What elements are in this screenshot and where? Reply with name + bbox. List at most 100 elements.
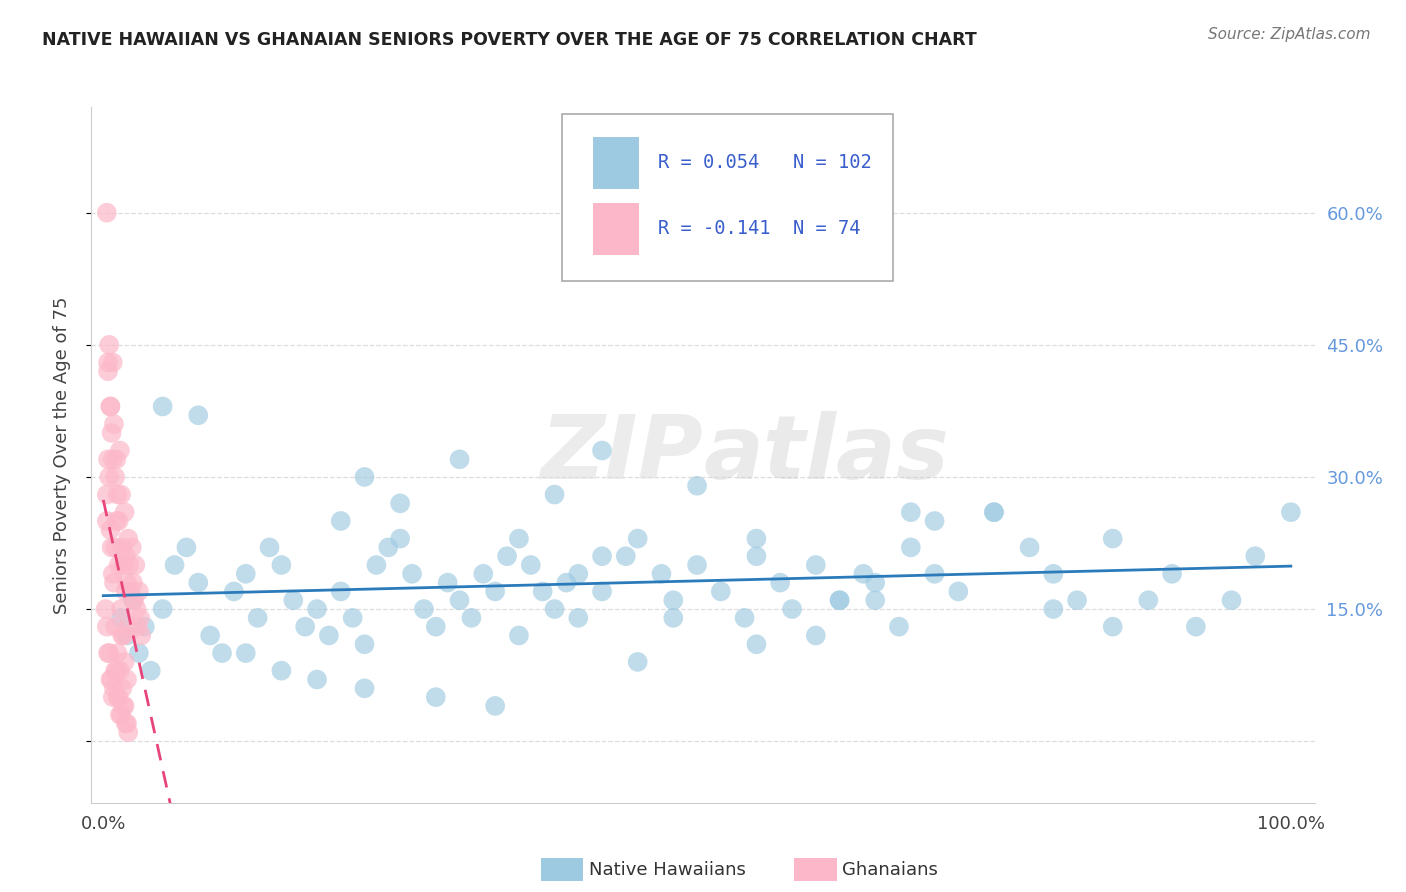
Point: [96, 487, 118, 501]
Point: [107, 487, 129, 501]
Point: [104, 620, 127, 634]
Point: [117, 532, 139, 546]
Point: [983, 505, 1005, 519]
Point: [198, 628, 221, 642]
Text: R = -0.141  N = 74: R = -0.141 N = 74: [658, 219, 860, 238]
Point: [187, 575, 209, 590]
Point: [591, 584, 613, 599]
Point: [543, 487, 565, 501]
Point: [614, 549, 637, 564]
Point: [114, 549, 136, 564]
Point: [650, 566, 672, 581]
Point: [96, 514, 118, 528]
Point: [246, 611, 269, 625]
Point: [1185, 620, 1208, 634]
Point: [318, 628, 340, 642]
Point: [1279, 505, 1302, 519]
Point: [484, 584, 506, 599]
Point: [107, 514, 129, 528]
Point: [745, 637, 768, 651]
Point: [124, 558, 146, 572]
Point: [104, 541, 127, 555]
Point: [103, 417, 125, 431]
Point: [187, 409, 209, 423]
Point: [127, 620, 149, 634]
Point: [627, 655, 650, 669]
Point: [97, 355, 120, 369]
Point: [948, 584, 970, 599]
Point: [114, 505, 136, 519]
Point: [520, 558, 543, 572]
Point: [627, 532, 650, 546]
Point: [1066, 593, 1088, 607]
Point: [110, 707, 132, 722]
Point: [591, 549, 613, 564]
Point: [734, 611, 756, 625]
Point: [496, 549, 519, 564]
Point: [112, 558, 135, 572]
Point: [98, 470, 121, 484]
Point: [531, 584, 554, 599]
Point: [283, 593, 305, 607]
Point: [125, 602, 148, 616]
Point: [1101, 532, 1123, 546]
Point: [235, 646, 257, 660]
Point: [117, 620, 139, 634]
Point: [111, 541, 134, 555]
Point: [107, 690, 129, 705]
Point: [710, 584, 733, 599]
Point: [97, 364, 120, 378]
Point: [294, 620, 316, 634]
Point: [413, 602, 436, 616]
Point: [100, 673, 122, 687]
Point: [110, 487, 132, 501]
Point: [103, 681, 125, 696]
Point: [115, 673, 138, 687]
Point: [108, 664, 131, 678]
Point: [129, 611, 152, 625]
Point: [222, 584, 245, 599]
Point: [804, 628, 827, 642]
Point: [120, 584, 142, 599]
Point: [686, 479, 709, 493]
Point: [449, 452, 471, 467]
Point: [804, 558, 827, 572]
Point: [769, 575, 792, 590]
Point: [1220, 593, 1243, 607]
Point: [305, 602, 328, 616]
Point: [401, 566, 423, 581]
Point: [270, 664, 292, 678]
Point: [353, 681, 375, 696]
Point: [114, 584, 136, 599]
Point: [111, 628, 134, 642]
Point: [745, 532, 768, 546]
Point: [94, 602, 117, 616]
Point: [235, 566, 257, 581]
Point: [780, 602, 803, 616]
Point: [111, 681, 134, 696]
Point: [121, 541, 143, 555]
Point: [134, 620, 156, 634]
Point: [115, 575, 138, 590]
Point: [101, 566, 124, 581]
Point: [107, 690, 129, 705]
Point: [1101, 620, 1123, 634]
Point: [100, 673, 122, 687]
Point: [152, 400, 174, 414]
Point: [139, 664, 162, 678]
Point: [270, 558, 292, 572]
Point: [100, 541, 122, 555]
Point: [122, 593, 145, 607]
Point: [305, 673, 328, 687]
Point: [1042, 566, 1064, 581]
Point: [353, 637, 375, 651]
Point: [101, 355, 124, 369]
Point: [425, 620, 447, 634]
Point: [97, 646, 120, 660]
Point: [104, 664, 127, 678]
Point: [96, 620, 118, 634]
Point: [353, 470, 375, 484]
Point: [460, 611, 482, 625]
Text: Native Hawaiians: Native Hawaiians: [589, 861, 747, 879]
Point: [449, 593, 471, 607]
